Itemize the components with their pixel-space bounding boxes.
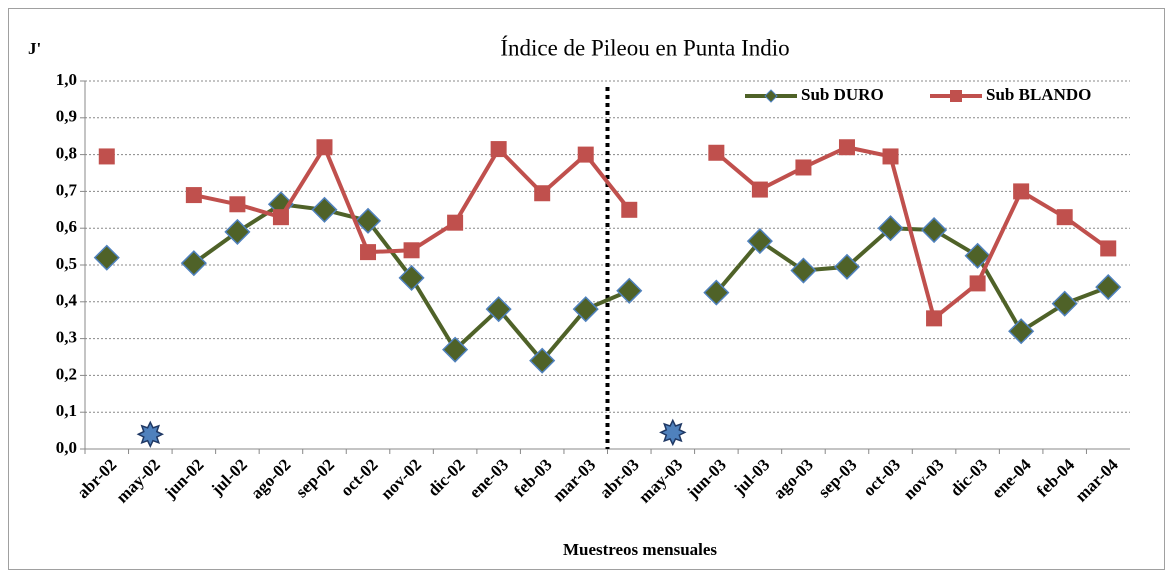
marker — [790, 257, 817, 284]
marker — [577, 146, 594, 163]
marker — [1100, 240, 1117, 257]
marker — [621, 201, 638, 218]
y-tick-label: 0,2 — [56, 364, 77, 383]
marker — [403, 242, 420, 259]
marker — [229, 196, 246, 213]
legend-label: Sub BLANDO — [986, 85, 1091, 104]
marker — [447, 214, 464, 231]
y-axis-label: J' — [28, 39, 41, 58]
marker — [442, 336, 469, 363]
marker — [882, 148, 899, 165]
marker — [751, 181, 768, 198]
marker — [180, 250, 207, 277]
marker — [746, 228, 773, 255]
marker — [98, 148, 115, 165]
marker — [529, 347, 556, 374]
y-tick-label: 1,0 — [56, 70, 77, 89]
marker — [136, 420, 165, 449]
marker — [1013, 183, 1030, 200]
marker — [616, 277, 643, 304]
marker — [534, 185, 551, 202]
y-tick-label: 0,3 — [56, 328, 77, 347]
y-tick-label: 0,9 — [56, 107, 77, 126]
marker — [398, 264, 425, 291]
marker — [659, 418, 687, 447]
marker — [964, 242, 991, 269]
marker — [360, 244, 377, 261]
marker — [272, 209, 289, 226]
marker — [354, 207, 382, 234]
x-axis-label: Muestreos mensuales — [563, 540, 717, 559]
marker — [703, 279, 730, 306]
y-tick-label: 0,5 — [56, 254, 77, 273]
marker — [316, 139, 333, 156]
marker — [833, 253, 861, 280]
marker — [1095, 274, 1122, 301]
marker — [93, 244, 120, 271]
y-tick-label: 0,4 — [56, 291, 78, 310]
marker — [921, 216, 948, 244]
marker — [708, 144, 725, 161]
marker — [877, 215, 904, 242]
y-tick-label: 0,1 — [56, 401, 77, 420]
marker — [490, 141, 507, 158]
marker — [224, 218, 251, 245]
marker — [1056, 209, 1073, 226]
marker — [311, 196, 338, 223]
marker — [838, 139, 855, 156]
legend-marker — [950, 90, 962, 102]
marker — [969, 275, 986, 292]
marker — [185, 187, 202, 204]
marker — [795, 159, 812, 176]
marker — [485, 296, 512, 323]
y-tick-label: 0,8 — [56, 144, 77, 163]
marker — [1008, 318, 1035, 345]
y-tick-label: 0,6 — [56, 217, 77, 236]
legend-label: Sub DURO — [801, 85, 884, 104]
y-tick-label: 0,0 — [56, 438, 77, 457]
chart-title: Índice de Pileou en Punta Indio — [500, 35, 789, 60]
y-tick-label: 0,7 — [56, 180, 78, 199]
marker — [1051, 290, 1078, 317]
legend-marker — [764, 89, 778, 103]
marker — [926, 310, 943, 327]
marker — [572, 296, 599, 323]
